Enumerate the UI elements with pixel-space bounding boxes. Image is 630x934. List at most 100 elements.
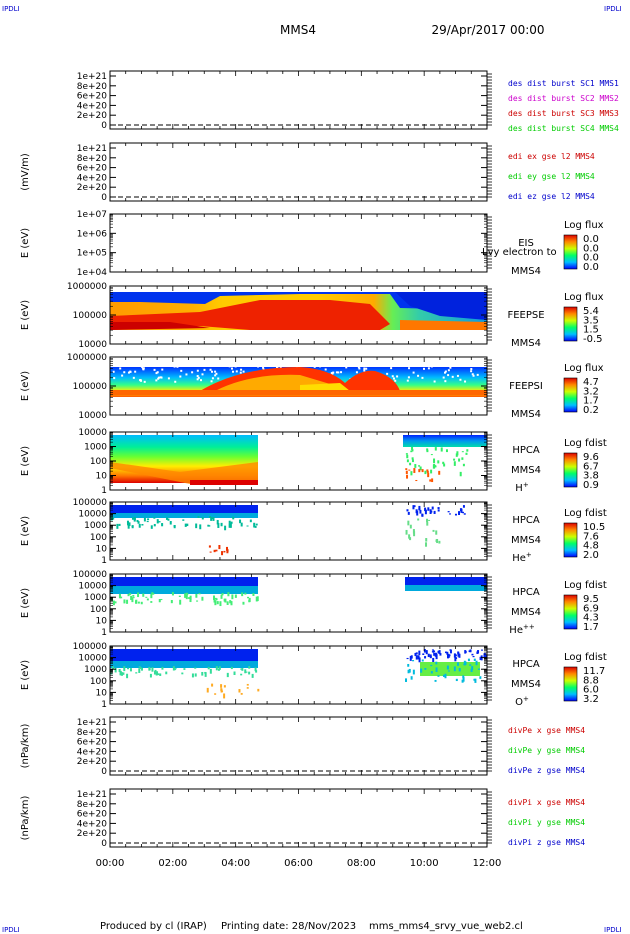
y-tick-label: 1000: [84, 593, 107, 603]
hpca-spectrogram: [110, 577, 487, 607]
colorbar: [563, 666, 578, 702]
feepse-spectrogram: [110, 292, 487, 330]
y-tick-label: 1e+04: [77, 268, 108, 278]
colorbar: [563, 594, 578, 630]
colorbar-tick-label: 4.3: [583, 613, 599, 624]
y-tick-label: 100000: [73, 498, 108, 508]
colorbar-tick-label: 3.5: [583, 315, 599, 326]
y-tick-label: 10: [96, 544, 108, 554]
y-tick-label: 100000: [73, 570, 108, 580]
y-tick: 1: [101, 700, 487, 710]
y-tick: 1000: [84, 665, 487, 675]
y-tick-label: 2e+20: [77, 183, 108, 193]
instrument-label: FEEPSI: [509, 381, 543, 392]
y-tick: 2e+20: [77, 829, 487, 839]
y-tick-label: 0: [101, 767, 107, 777]
y-tick: 2e+20: [77, 111, 487, 121]
y-tick-label: 100: [90, 533, 107, 543]
y-tick-label: 2e+20: [77, 829, 108, 839]
y-tick: 10: [96, 544, 487, 554]
colorbar-tick-label: 1.5: [583, 325, 599, 336]
y-tick-label: 1: [101, 486, 107, 496]
legend-entry: divPe z gse MMS4: [508, 766, 585, 775]
colorbar-tick-label: 5.4: [583, 306, 599, 317]
y-tick-label: 1000000: [67, 282, 107, 292]
spacecraft-label: MMS4: [511, 338, 541, 349]
hpca-spectrogram: [110, 435, 487, 485]
instrument-label: HPCA: [512, 445, 540, 456]
y-tick-label: 100000: [73, 642, 108, 652]
colorbar-tick-label: 2.0: [583, 550, 599, 561]
legend-entry: edi ey gse l2 MMS4: [508, 172, 595, 181]
y-axis-label: (mV/m): [20, 153, 31, 191]
y-tick: 1000: [84, 443, 487, 453]
y-tick: 4e+20: [77, 747, 487, 757]
y-tick: 100: [90, 677, 487, 687]
y-tick-label: 0: [101, 193, 107, 203]
y-axis-label: E (eV): [20, 660, 31, 690]
y-tick-label: 8e+20: [77, 728, 108, 738]
colorbar-tick-label: 0.2: [583, 405, 599, 416]
y-tick-label: 1e+05: [77, 249, 107, 259]
x-tick-label: 10:00: [410, 858, 439, 869]
spacecraft-label: MMS4: [511, 679, 541, 690]
y-axis-label: (nPa/km): [20, 796, 31, 841]
colorbar-tick-label: -0.5: [583, 334, 603, 345]
y-tick-label: 6e+20: [77, 164, 108, 174]
y-tick: 100000: [73, 382, 487, 392]
colorbar: [563, 452, 578, 488]
panel-frame: [109, 70, 488, 130]
y-tick-label: 4e+20: [77, 173, 108, 183]
panel-frame: [109, 213, 488, 273]
y-tick-label: 10: [96, 688, 108, 698]
panel-frame: [109, 788, 488, 848]
y-tick: 10000: [78, 510, 487, 520]
y-tick-label: 6e+20: [77, 92, 108, 102]
instrument-label: FEEPSE: [507, 310, 544, 321]
ion-species-label: He++: [509, 623, 535, 636]
y-tick-label: 100: [90, 457, 107, 467]
y-tick: 1e+21: [77, 144, 487, 154]
y-tick: 1000: [84, 593, 487, 603]
y-tick: 10: [96, 472, 487, 482]
colorbar-title: Log flux: [564, 363, 604, 374]
y-tick-label: 100: [90, 677, 107, 687]
panel-frame: [109, 716, 488, 776]
spacecraft-label: MMS4: [511, 409, 541, 420]
legend-entry: des dist burst SC4 MMS4: [508, 124, 619, 133]
y-tick: 1000: [84, 521, 487, 531]
y-tick-label: 10000: [78, 510, 107, 520]
hpca-spectrogram: [110, 649, 488, 699]
y-tick: 1e+06: [77, 229, 487, 239]
y-tick-label: 1: [101, 700, 107, 710]
colorbar-title: Log fdist: [564, 508, 607, 519]
colorbar-tick-label: 4.7: [583, 377, 599, 388]
footer-printing: Printing date: 28/Nov/2023: [221, 921, 356, 932]
y-tick: 6e+20: [77, 164, 487, 174]
y-tick-label: 1e+07: [77, 210, 107, 220]
colorbar: [563, 377, 578, 413]
y-tick: 100000: [73, 570, 487, 580]
y-tick: 10000: [78, 582, 487, 592]
feepsi-spectrogram: [110, 365, 487, 397]
y-axis-label: E (eV): [20, 588, 31, 618]
legend-entry: divPi x gse MMS4: [508, 798, 585, 807]
y-tick: 6e+20: [77, 810, 487, 820]
colorbar-tick-label: 11.7: [583, 666, 605, 677]
y-tick: 4e+20: [77, 173, 487, 183]
colorbar-tick-label: 3.8: [583, 471, 599, 482]
x-tick-label: 02:00: [158, 858, 187, 869]
corner-label: IPDLI: [2, 5, 20, 13]
corner-label: IPDLI: [604, 5, 622, 13]
y-tick: 1e+04: [77, 268, 487, 278]
legend-entry: divPe x gse MMS4: [508, 726, 585, 735]
date-title: 29/Apr/2017 00:00: [431, 23, 544, 37]
y-tick-label: 8e+20: [77, 82, 108, 92]
y-tick-label: 4e+20: [77, 101, 108, 111]
colorbar-title: Log flux: [564, 220, 604, 231]
legend-entry: edi ez gse l2 MMS4: [508, 192, 595, 201]
y-tick-label: 1000000: [67, 353, 107, 363]
y-tick-label: 6e+20: [77, 738, 108, 748]
x-tick-label: 08:00: [347, 858, 376, 869]
y-tick-label: 10: [96, 472, 108, 482]
